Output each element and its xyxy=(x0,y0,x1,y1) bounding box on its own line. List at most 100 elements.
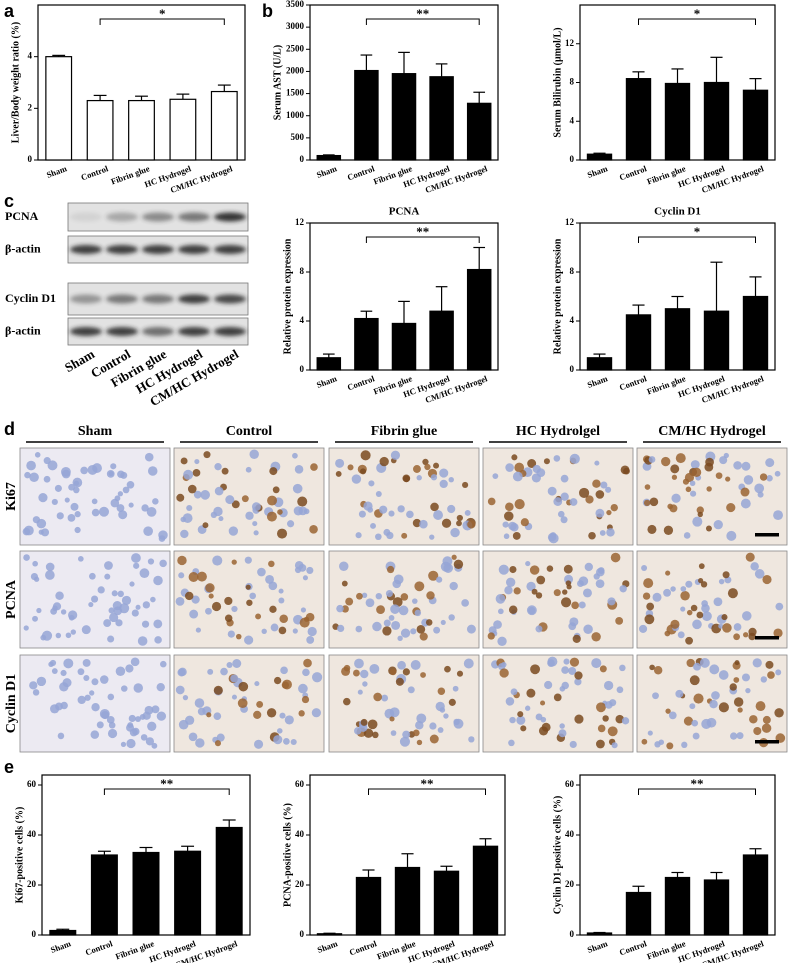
cell-nucleus xyxy=(745,687,751,694)
cell-nucleus xyxy=(436,576,443,583)
cell-nucleus xyxy=(437,727,444,733)
cell-nucleus xyxy=(691,467,702,478)
cell-nucleus xyxy=(461,599,469,607)
cell-nucleus xyxy=(115,619,123,627)
panel-label: c xyxy=(4,191,14,211)
histology-image xyxy=(482,447,634,546)
cell-nucleus xyxy=(213,685,223,695)
cell-nucleus xyxy=(51,498,58,506)
cell-nucleus xyxy=(414,581,425,592)
cell-nucleus xyxy=(745,552,755,562)
histology-image xyxy=(173,550,325,649)
cell-nucleus xyxy=(663,525,674,535)
cell-nucleus xyxy=(180,457,188,465)
bar xyxy=(128,99,155,161)
cell-nucleus xyxy=(386,565,395,574)
cell-nucleus xyxy=(603,680,614,691)
cell-nucleus xyxy=(133,562,140,569)
cell-nucleus xyxy=(706,486,712,492)
cell-nucleus xyxy=(525,705,531,711)
cell-nucleus xyxy=(279,712,286,719)
cell-nucleus xyxy=(683,716,694,726)
cell-nucleus xyxy=(238,681,249,692)
cell-nucleus xyxy=(569,740,577,749)
cell-nucleus xyxy=(292,628,298,634)
bar xyxy=(703,81,730,161)
cell-nucleus xyxy=(665,708,671,714)
cell-nucleus xyxy=(57,732,65,740)
cell-nucleus xyxy=(578,487,590,498)
cell-nucleus xyxy=(416,624,426,634)
cell-nucleus xyxy=(591,658,602,669)
significance-label: * xyxy=(159,6,166,21)
cell-nucleus xyxy=(81,625,91,635)
cell-nucleus xyxy=(34,452,41,458)
cell-nucleus xyxy=(685,486,692,493)
cell-nucleus xyxy=(513,587,521,595)
cell-nucleus xyxy=(303,508,310,515)
cell-nucleus xyxy=(107,693,115,701)
blot-band xyxy=(142,245,174,254)
cell-nucleus xyxy=(144,705,154,715)
cell-nucleus xyxy=(146,506,157,517)
bar xyxy=(316,357,342,371)
blot-row-label: β-actin xyxy=(5,323,41,337)
cell-nucleus xyxy=(424,463,431,471)
cell-nucleus xyxy=(487,632,495,640)
cell-nucleus xyxy=(45,562,55,572)
cell-nucleus xyxy=(126,738,136,749)
cell-nucleus xyxy=(773,510,783,521)
cell-nucleus xyxy=(261,628,267,634)
cell-nucleus xyxy=(266,708,277,718)
cell-nucleus xyxy=(535,592,543,599)
cell-nucleus xyxy=(594,460,600,466)
cell-nucleus xyxy=(510,688,518,696)
cell-nucleus xyxy=(91,678,99,686)
cell-nucleus xyxy=(38,493,48,503)
cell-nucleus xyxy=(368,480,375,487)
cell-nucleus xyxy=(741,461,751,471)
cell-nucleus xyxy=(129,728,138,737)
cell-nucleus xyxy=(740,498,751,509)
cell-nucleus xyxy=(311,708,321,718)
cell-nucleus xyxy=(690,460,700,469)
histology-image xyxy=(173,654,325,753)
cell-nucleus xyxy=(505,577,516,587)
cell-nucleus xyxy=(591,632,601,642)
cell-nucleus xyxy=(664,630,671,637)
cell-nucleus xyxy=(775,669,782,676)
cell-nucleus xyxy=(526,605,537,616)
cell-nucleus xyxy=(558,729,567,738)
y-tick-label: 4 xyxy=(300,315,305,325)
cell-nucleus xyxy=(596,567,605,577)
scale-bar xyxy=(755,740,779,744)
cell-nucleus xyxy=(642,592,651,600)
cell-nucleus xyxy=(32,689,40,696)
cell-nucleus xyxy=(696,506,704,514)
cell-nucleus xyxy=(514,462,525,473)
cell-nucleus xyxy=(559,723,565,729)
cell-nucleus xyxy=(142,601,150,609)
x-tick-label: Sham xyxy=(45,163,68,180)
cell-nucleus xyxy=(36,607,42,614)
cell-nucleus xyxy=(60,669,67,677)
cell-nucleus xyxy=(355,625,363,633)
histology-image xyxy=(482,654,634,753)
cell-nucleus xyxy=(145,737,155,746)
blot-band xyxy=(214,245,246,254)
cell-nucleus xyxy=(443,713,449,719)
cell-nucleus xyxy=(675,689,684,698)
cell-nucleus xyxy=(306,566,314,574)
cell-nucleus xyxy=(407,686,415,694)
cell-nucleus xyxy=(140,734,148,741)
cell-nucleus xyxy=(592,479,601,488)
cell-nucleus xyxy=(24,471,31,479)
bar xyxy=(742,295,769,371)
cell-nucleus xyxy=(734,660,740,666)
cell-nucleus xyxy=(67,514,76,522)
cell-nucleus xyxy=(569,498,578,506)
cell-nucleus xyxy=(561,666,569,674)
cell-nucleus xyxy=(463,658,474,669)
cell-nucleus xyxy=(55,591,64,601)
